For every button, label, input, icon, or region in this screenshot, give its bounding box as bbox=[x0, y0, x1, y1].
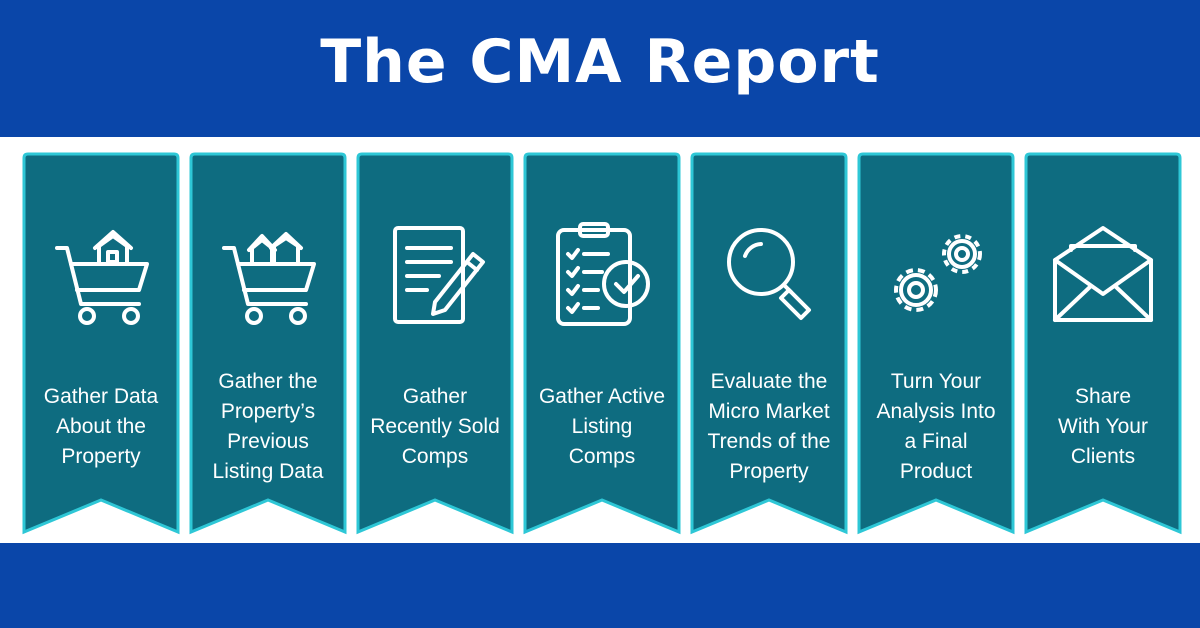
step-label: Gather Active Listing Comps bbox=[538, 385, 666, 468]
shopping-cart-house-icon bbox=[55, 230, 149, 325]
page-title: The CMA Report bbox=[320, 26, 880, 97]
shopping-cart-houses-icon bbox=[222, 232, 316, 325]
steps-panel: Gather Data About the Property Gat bbox=[0, 137, 1200, 543]
banner-shape bbox=[1024, 152, 1182, 535]
steps-row: Gather Data About the Property Gat bbox=[0, 137, 1200, 543]
step-label: Share With Your Clients bbox=[1058, 385, 1148, 468]
clipboard-checklist-icon bbox=[556, 222, 650, 326]
step-3: Gather Recently Sold Comps bbox=[356, 152, 514, 537]
step-6: Turn Your Analysis Into a Final Product bbox=[857, 152, 1015, 537]
gears-icon bbox=[894, 234, 982, 312]
step-2: Gather the Property’s Previous Listing D… bbox=[189, 152, 347, 537]
banner-shape bbox=[523, 152, 681, 535]
step-7: Share With Your Clients bbox=[1024, 152, 1182, 537]
step-1: Gather Data About the Property bbox=[22, 152, 180, 537]
step-label: Gather the Property’s Previous Listing D… bbox=[212, 370, 324, 483]
title-bar: The CMA Report bbox=[0, 0, 1200, 137]
step-label: Turn Your Analysis Into a Final Product bbox=[876, 370, 996, 483]
bottom-bar bbox=[0, 543, 1200, 628]
document-pencil-icon bbox=[393, 226, 485, 324]
step-5: Evaluate the Micro Market Trends of the … bbox=[690, 152, 848, 537]
envelope-icon bbox=[1053, 226, 1153, 322]
step-4: Gather Active Listing Comps bbox=[523, 152, 681, 537]
magnifier-icon bbox=[727, 228, 811, 320]
step-label: Gather Recently Sold Comps bbox=[370, 385, 500, 468]
step-label: Evaluate the Micro Market Trends of the … bbox=[707, 370, 831, 483]
step-label: Gather Data About the Property bbox=[43, 385, 159, 468]
